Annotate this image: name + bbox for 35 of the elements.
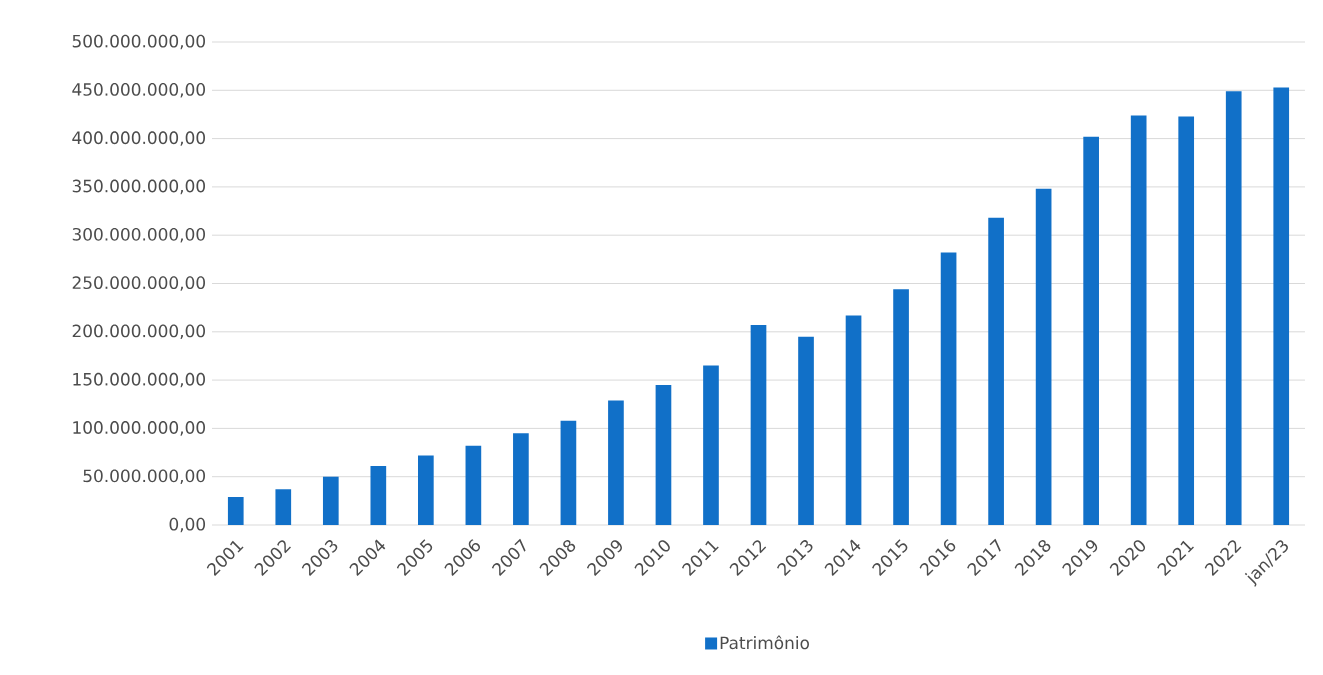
y-tick-label: 100.000.000,00 xyxy=(73,421,205,436)
bar xyxy=(940,252,957,525)
bar xyxy=(1225,91,1242,525)
bar xyxy=(227,496,244,525)
y-tick-label: 350.000.000,00 xyxy=(72,179,205,195)
y-tick-label: 50.000.000,00 xyxy=(83,469,206,484)
bar xyxy=(322,476,339,525)
bar xyxy=(560,420,577,525)
y-tick-label: 150.000.000,00 xyxy=(73,372,205,388)
legend-label: Patrimônio xyxy=(720,635,809,650)
y-tick-label: 450.000.000,00 xyxy=(72,83,205,98)
bar xyxy=(655,384,672,525)
bar xyxy=(893,289,909,525)
y-tick-label: 200.000.000,00 xyxy=(72,324,205,340)
y-tick-label: 0,00 xyxy=(169,517,206,533)
y-tick-label: 250.000.000,00 xyxy=(72,276,205,291)
y-tick-label: 300.000.000,00 xyxy=(72,227,205,243)
bar xyxy=(703,365,719,525)
bar xyxy=(608,400,624,525)
bar xyxy=(275,489,292,525)
bar xyxy=(1178,116,1195,525)
bar xyxy=(750,325,767,525)
y-tick-label: 400.000.000,00 xyxy=(72,131,205,146)
bar xyxy=(1083,136,1099,525)
y-tick-label: 500.000.000,00 xyxy=(72,34,205,50)
bar xyxy=(988,217,1004,525)
bar xyxy=(418,455,434,525)
bar xyxy=(1035,188,1052,525)
bar xyxy=(798,336,814,525)
bar xyxy=(465,445,482,525)
bar xyxy=(1273,87,1290,525)
bar xyxy=(513,433,529,525)
bar xyxy=(845,315,862,525)
bar xyxy=(370,466,387,525)
bar xyxy=(1130,115,1147,525)
